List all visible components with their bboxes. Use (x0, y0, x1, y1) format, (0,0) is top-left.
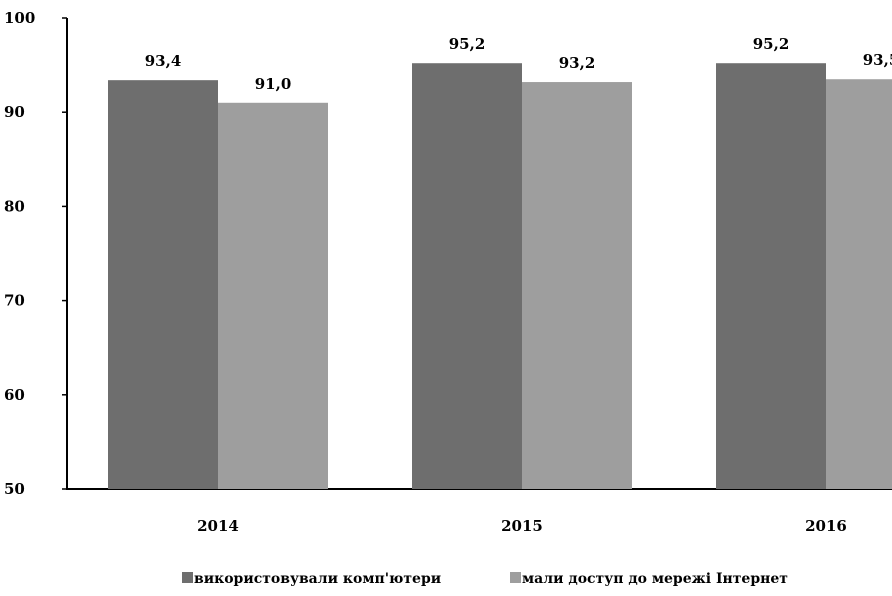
data-label-series-2-2015: 93,2 (559, 54, 596, 72)
data-label-series-2-2014: 91,0 (255, 75, 292, 93)
bar-series-1-2014 (108, 80, 218, 489)
data-label-series-2-2016: 93,5 (863, 51, 892, 69)
bar-series-2-2014 (218, 102, 328, 489)
y-tick-label: 80 (4, 197, 25, 215)
y-tick-label: 90 (4, 103, 25, 121)
y-tick-label: 70 (4, 292, 25, 310)
bar-series-1-2016 (716, 63, 826, 489)
x-category-label: 2015 (501, 517, 543, 535)
data-label-series-1-2016: 95,2 (753, 35, 790, 53)
y-axis: 50 60 70 80 90 100 (4, 9, 68, 498)
y-tick-label: 60 (4, 386, 25, 404)
x-category-label: 2016 (805, 517, 847, 535)
data-labels-group: 93,4 91,0 95,2 93,2 95,2 93,5 (145, 35, 892, 93)
legend-swatch-series-2 (510, 572, 521, 583)
legend-swatch-series-1 (182, 572, 193, 583)
data-label-series-1-2014: 93,4 (145, 52, 182, 70)
data-label-series-1-2015: 95,2 (449, 35, 486, 53)
x-category-label: 2014 (197, 517, 239, 535)
y-tick-label: 50 (4, 480, 25, 498)
legend-label-series-1: використовували комп'ютери (194, 571, 441, 587)
bar-series-1-2015 (412, 63, 522, 489)
legend: використовували комп'ютери мали доступ до… (182, 571, 788, 587)
bar-series-2-2016 (826, 79, 892, 489)
bars-group (108, 63, 892, 489)
y-tick-label: 100 (4, 9, 35, 27)
x-axis: 2014 2015 2016 (66, 488, 892, 535)
bar-series-2-2015 (522, 82, 632, 489)
legend-label-series-2: мали доступ до мережі Інтернет (522, 571, 788, 587)
